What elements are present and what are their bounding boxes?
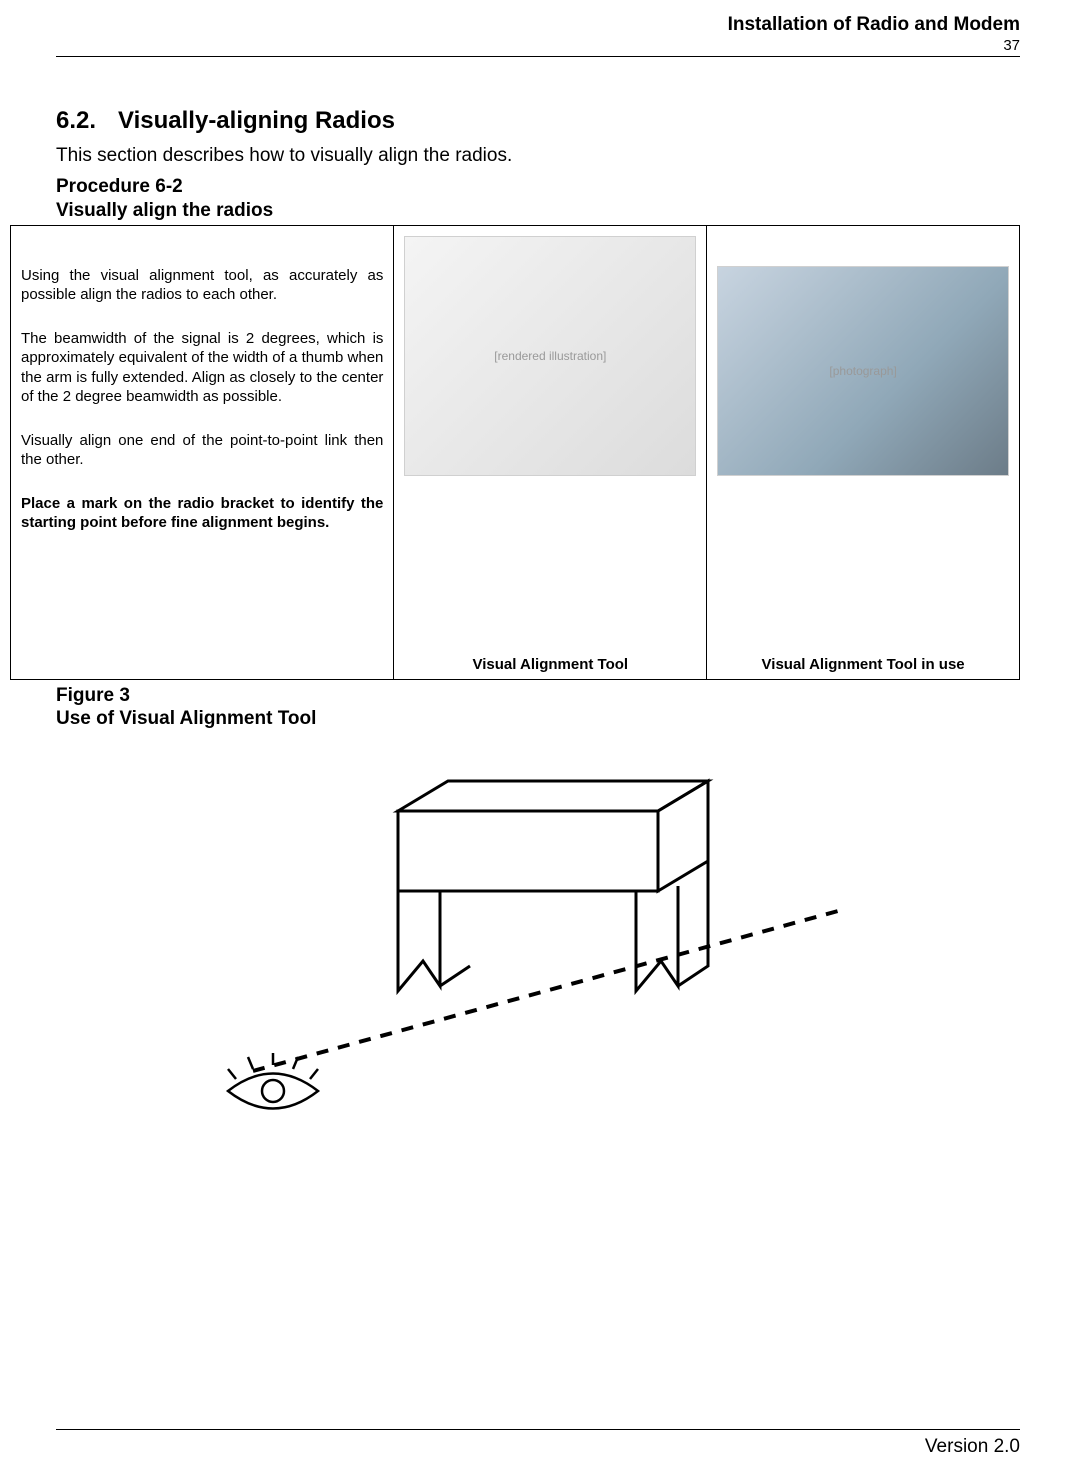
image-caption-2: Visual Alignment Tool in use [717,656,1009,673]
alignment-tool-in-use-image: [photograph] [717,266,1009,476]
procedure-label: Procedure 6-2 Visually align the radios [56,175,1020,223]
procedure-paragraph: Visually align one end of the point-to-p… [21,431,383,470]
diagram-container [56,761,1020,1181]
alignment-tool-image: [rendered illustration] [404,236,696,476]
sight-line-icon [253,911,838,1071]
procedure-title: Visually align the radios [56,199,1020,223]
figure-label: Figure 3 Use of Visual Alignment Tool [56,684,1020,732]
section-heading: 6.2. Visually-aligning Radios [56,107,1020,135]
procedure-paragraph: Using the visual alignment tool, as accu… [21,266,383,305]
figure-title: Use of Visual Alignment Tool [56,707,1020,731]
procedure-paragraph-bold: Place a mark on the radio bracket to ide… [21,494,383,533]
page-number: 37 [56,37,1020,54]
footer: Version 2.0 [56,1429,1020,1458]
running-header: Installation of Radio and Modem 37 [56,14,1020,54]
section-intro: This section describes how to visually a… [56,145,1020,167]
alignment-diagram-svg [218,761,858,1181]
chapter-title: Installation of Radio and Modem [56,14,1020,36]
eye-icon [228,1053,318,1109]
procedure-paragraph: The beamwidth of the signal is 2 degrees… [21,329,383,407]
procedure-image-cell-2: [photograph] Visual Alignment Tool in us… [707,225,1020,679]
procedure-table: Using the visual alignment tool, as accu… [10,225,1020,680]
procedure-number: Procedure 6-2 [56,175,1020,199]
version-label: Version 2.0 [56,1436,1020,1458]
image-caption-1: Visual Alignment Tool [404,656,696,673]
section-number: 6.2. [56,107,96,134]
footer-rule [56,1429,1020,1430]
content-area: 6.2. Visually-aligning Radios This sectio… [56,57,1020,1181]
procedure-image-cell-1: [rendered illustration] Visual Alignment… [394,225,707,679]
section-title: Visually-aligning Radios [118,107,395,134]
table-row: Using the visual alignment tool, as accu… [11,225,1020,679]
figure-number: Figure 3 [56,684,1020,708]
procedure-text-cell: Using the visual alignment tool, as accu… [11,225,394,679]
